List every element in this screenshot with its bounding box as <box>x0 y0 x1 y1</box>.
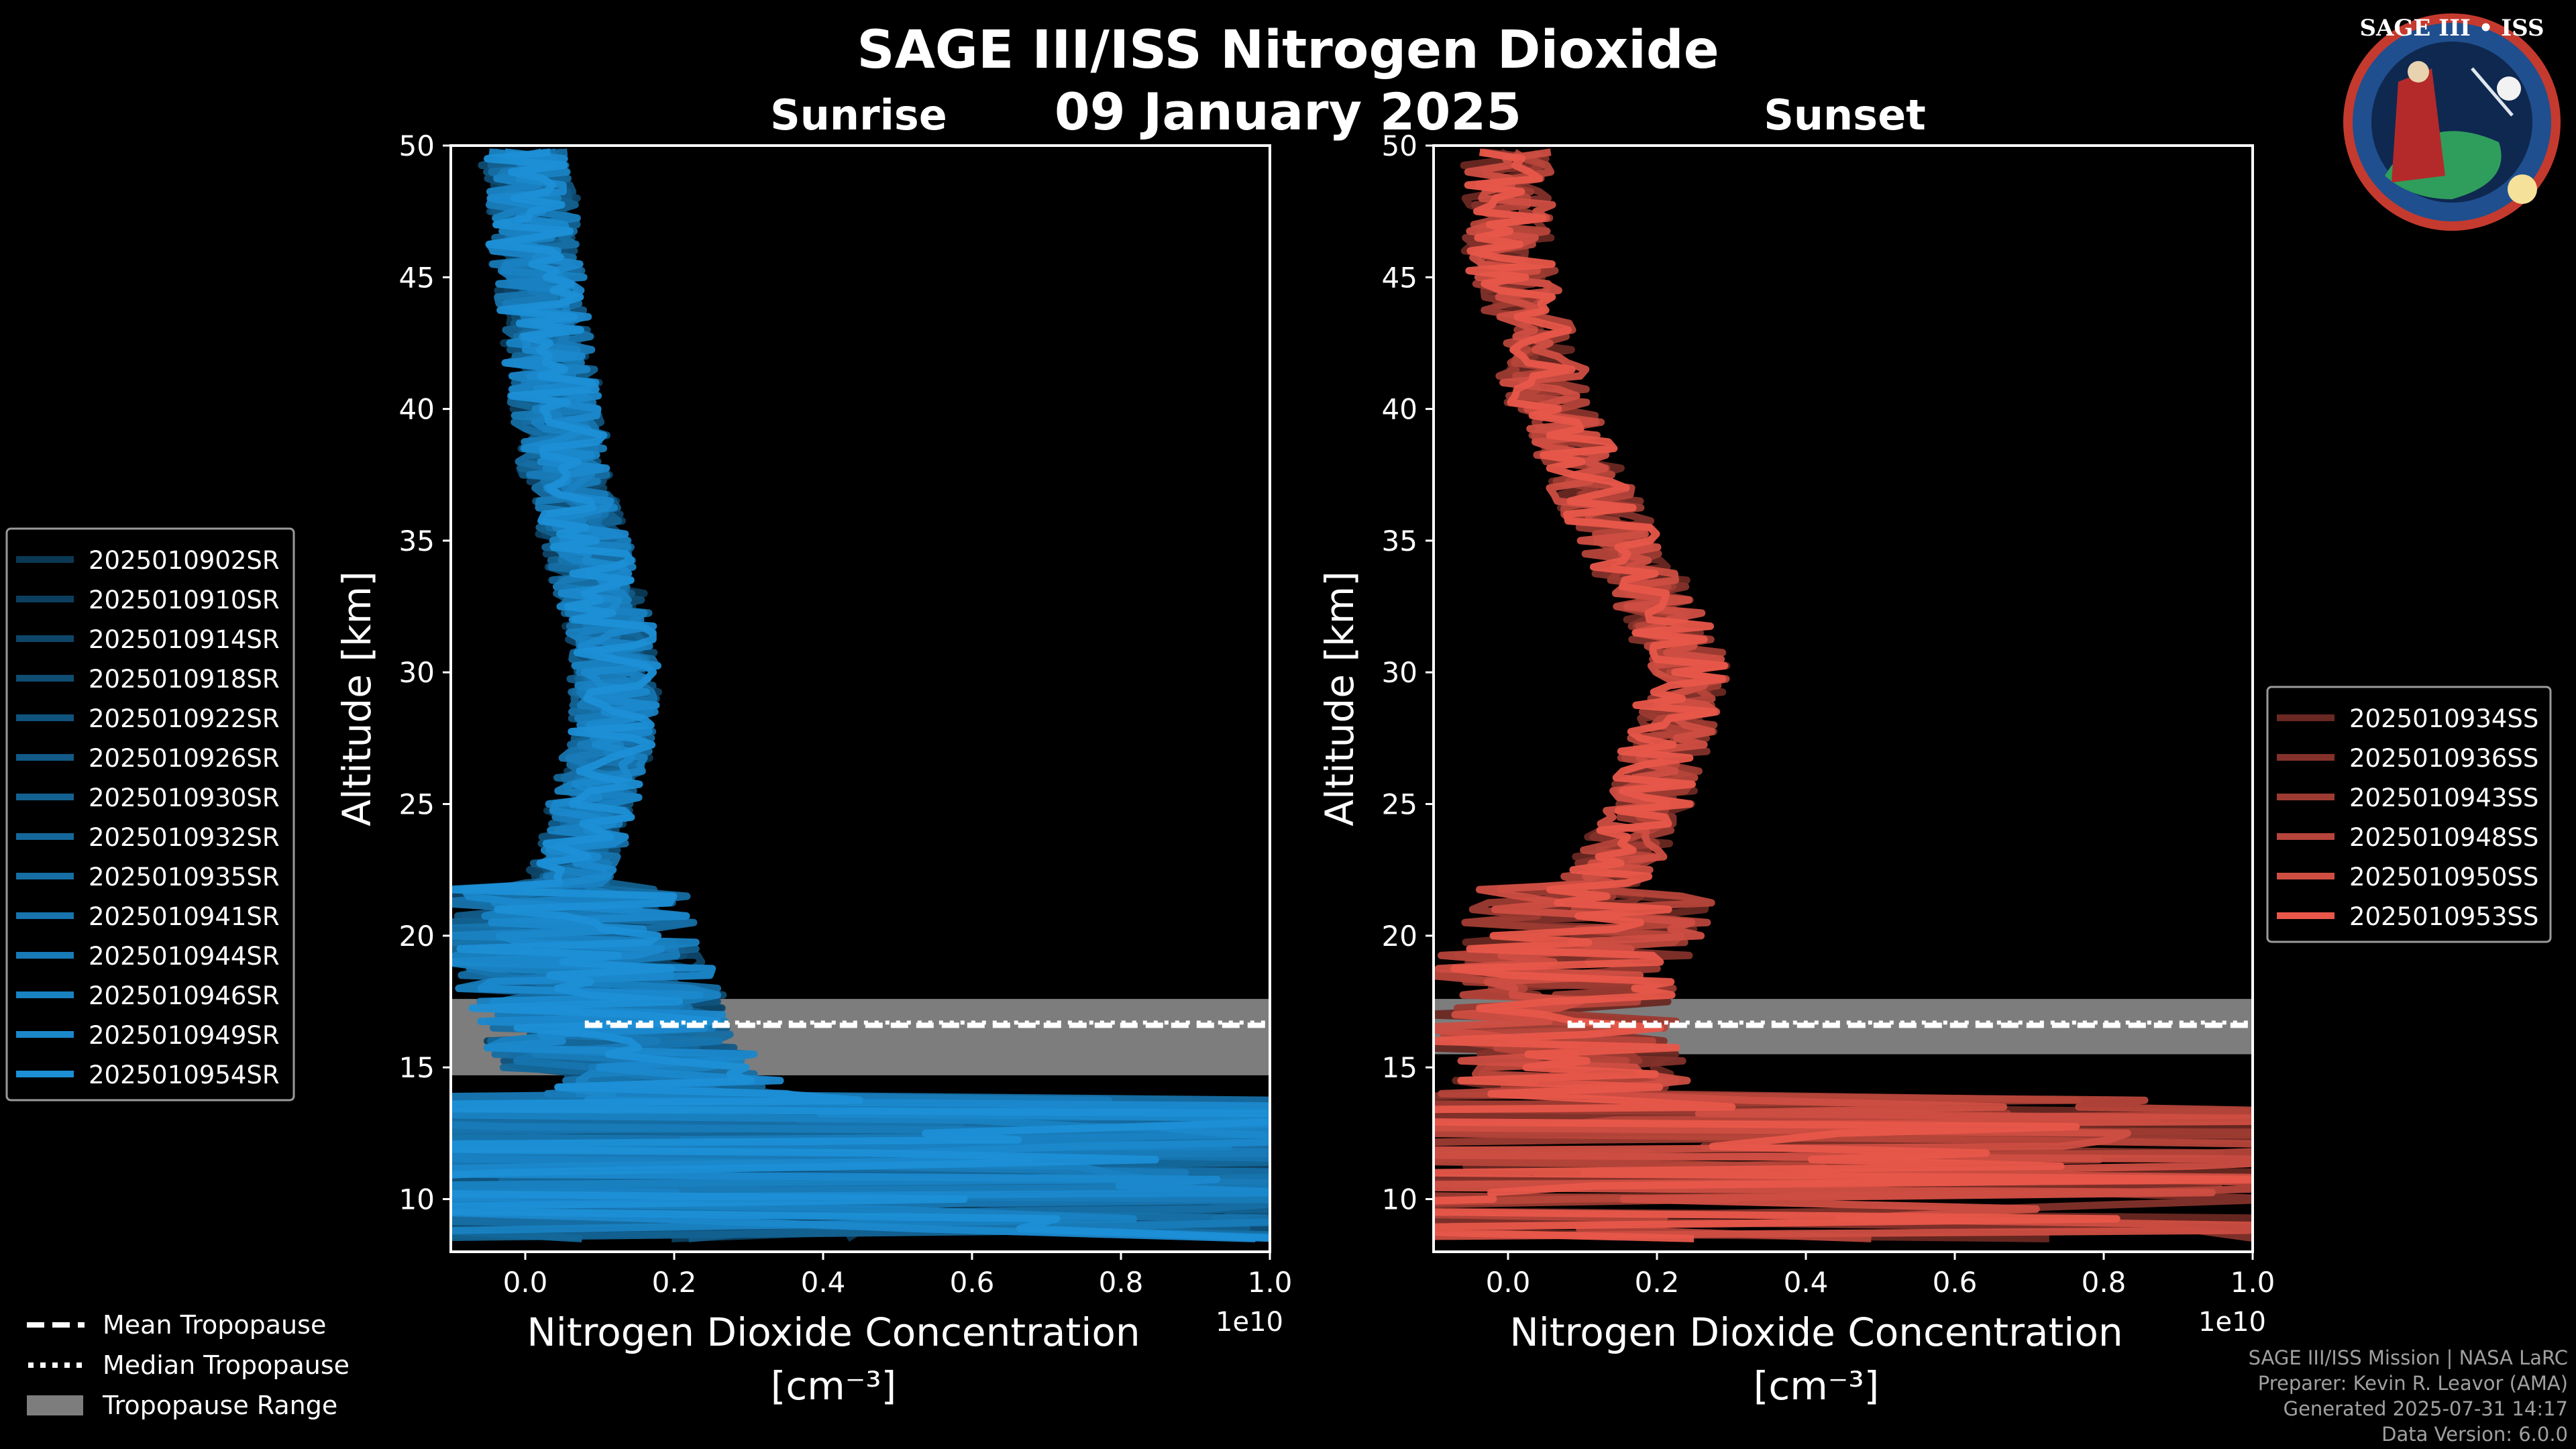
sunrise-series-2025010910SR <box>451 148 1270 1242</box>
sunset-xtick-label-4: 0.8 <box>2082 1266 2127 1299</box>
sunset-xunit: [cm⁻³] <box>1754 1363 1880 1409</box>
footer-line-preparer: Preparer: Kevin R. Leavor (AMA) <box>2257 1372 2568 1395</box>
sunrise-legend-label-2025010935SR: 2025010935SR <box>89 863 280 892</box>
sunrise-x-multiplier: 1e10 <box>1216 1307 1283 1338</box>
sunset-ytick-label-5: 35 <box>1382 525 1417 557</box>
tropopause-range-swatch <box>27 1395 83 1415</box>
sunrise-panel-title: Sunrise <box>770 91 947 140</box>
sunset-legend-label-2025010950SS: 2025010950SS <box>2349 863 2538 892</box>
sunset-series-2025010934SS <box>1434 148 2253 1242</box>
sunrise-series-2025010954SR <box>451 148 1270 1242</box>
sunrise-legend-label-2025010954SR: 2025010954SR <box>89 1061 280 1089</box>
sunset-ytick-label-0: 10 <box>1382 1183 1417 1216</box>
footer-line-version: Data Version: 6.0.0 <box>2381 1423 2568 1446</box>
sunrise-legend-label-2025010910SR: 2025010910SR <box>89 586 280 614</box>
sunrise-ytick-label-0: 10 <box>399 1183 435 1216</box>
sunrise-legend-label-2025010949SR: 2025010949SR <box>89 1021 280 1050</box>
sunset-ytick-label-3: 25 <box>1382 788 1417 821</box>
sunset-xtick-label-3: 0.6 <box>1933 1266 1978 1299</box>
sunset-ylabel: Altitude [km] <box>1317 571 1362 826</box>
figure-date: 09 January 2025 <box>1054 82 1522 142</box>
sunrise-series-2025010949SR <box>451 148 1270 1242</box>
logo-text: SAGE III • ISS <box>2359 15 2544 42</box>
sunrise-legend-label-2025010946SR: 2025010946SR <box>89 981 280 1010</box>
sunrise-profiles <box>451 148 1270 1242</box>
sunset-xtick-label-0: 0.0 <box>1486 1266 1531 1299</box>
sunrise-ytick-label-1: 15 <box>399 1051 435 1084</box>
sunset-xtick-label-1: 0.2 <box>1635 1266 1680 1299</box>
sunrise-xlabel: Nitrogen Dioxide Concentration <box>527 1309 1140 1355</box>
sunset-profiles <box>1434 148 2253 1242</box>
footer-line-mission: SAGE III/ISS Mission | NASA LaRC <box>2248 1346 2568 1369</box>
sage-iii-iss-logo <box>2343 13 2561 231</box>
sunset-legend-label-2025010934SS: 2025010934SS <box>2349 704 2538 733</box>
median-tropopause-label: Median Tropopause <box>103 1350 350 1380</box>
sunset-ytick-label-1: 15 <box>1382 1051 1417 1084</box>
sunset-xlabel: Nitrogen Dioxide Concentration <box>1509 1309 2123 1355</box>
sunrise-xtick-label-2: 0.4 <box>801 1266 846 1299</box>
sunrise-ytick-label-7: 45 <box>399 261 435 294</box>
sunrise-legend-label-2025010914SR: 2025010914SR <box>89 625 280 654</box>
sunset-legend-label-2025010943SS: 2025010943SS <box>2349 784 2538 812</box>
sunset-ytick-label-2: 20 <box>1382 920 1417 953</box>
sunrise-legend-label-2025010902SR: 2025010902SR <box>89 546 280 575</box>
sunset-panel-title: Sunset <box>1764 91 1926 140</box>
sunset-ytick-label-8: 50 <box>1382 129 1417 162</box>
sunset-legend: 2025010934SS 2025010936SS 2025010943SS 2025… <box>2266 686 2552 943</box>
sunrise-xtick-label-5: 1.0 <box>1248 1266 1293 1299</box>
sunset-x-multiplier: 1e10 <box>2198 1307 2266 1338</box>
sunrise-ytick-label-4: 30 <box>399 656 435 689</box>
sunset-plot-frame <box>1432 144 2254 1253</box>
sunrise-xunit: [cm⁻³] <box>771 1363 897 1409</box>
footer-credits: SAGE III/ISS Mission | NASA LaRC Prepare… <box>2249 1345 2568 1447</box>
sunset-ytick-label-4: 30 <box>1382 656 1417 689</box>
sunrise-ytick-label-2: 20 <box>399 920 435 953</box>
sunrise-ytick-label-8: 50 <box>399 129 435 162</box>
sunrise-ytick-label-6: 40 <box>399 393 435 426</box>
sunrise-ytick-label-5: 35 <box>399 525 435 557</box>
sunrise-legend-label-2025010930SR: 2025010930SR <box>89 784 280 812</box>
sunset-legend-label-2025010953SS: 2025010953SS <box>2349 902 2538 931</box>
sunrise-xtick-label-0: 0.0 <box>503 1266 548 1299</box>
sunset-legend-label-2025010936SS: 2025010936SS <box>2349 744 2538 773</box>
mean-tropopause-label: Mean Tropopause <box>103 1310 327 1340</box>
figure-title: SAGE III/ISS Nitrogen Dioxide <box>857 20 1719 80</box>
sunset-ytick-label-6: 40 <box>1382 393 1417 426</box>
sunrise-xtick-label-1: 0.2 <box>652 1266 697 1299</box>
sunset-xtick-label-2: 0.4 <box>1784 1266 1829 1299</box>
sunset-series-2025010936SS <box>1434 148 2253 1242</box>
sunrise-xtick-label-3: 0.6 <box>950 1266 995 1299</box>
sunrise-series-2025010918SR <box>451 148 1270 1230</box>
sunrise-legend-label-2025010944SR: 2025010944SR <box>89 942 280 971</box>
sunset-ytick-label-7: 45 <box>1382 261 1417 294</box>
sunset-series-2025010950SS <box>1434 148 2253 1240</box>
footer-line-generated: Generated 2025-07-31 14:17 <box>2283 1397 2568 1420</box>
mean-tropopause-line-sample <box>27 1322 85 1328</box>
tropopause-legend: Mean Tropopause Median Tropopause Tropop… <box>19 1305 394 1432</box>
sunrise-legend: 2025010902SR 2025010910SR 2025010914SR 2025… <box>5 527 295 1102</box>
sunset-legend-label-2025010948SS: 2025010948SS <box>2349 823 2538 852</box>
sunrise-xtick-label-4: 0.8 <box>1099 1266 1144 1299</box>
sunrise-legend-box <box>5 527 295 1102</box>
sunrise-series-2025010944SR <box>451 148 1270 1241</box>
sunrise-legend-label-2025010932SR: 2025010932SR <box>89 823 280 852</box>
sunset-xtick-label-5: 1.0 <box>2231 1266 2275 1299</box>
median-tropopause-line-sample <box>28 1362 85 1368</box>
sunrise-ytick-label-3: 25 <box>399 788 435 821</box>
sunrise-ylabel: Altitude [km] <box>334 571 380 826</box>
sunrise-legend-label-2025010918SR: 2025010918SR <box>89 665 280 694</box>
tropopause-range-label: Tropopause Range <box>103 1391 338 1420</box>
sunrise-legend-label-2025010941SR: 2025010941SR <box>89 902 280 931</box>
sunrise-legend-label-2025010922SR: 2025010922SR <box>89 704 280 733</box>
sunset-legend-box <box>2266 686 2552 943</box>
sunrise-legend-label-2025010926SR: 2025010926SR <box>89 744 280 773</box>
sunset-series-2025010953SS <box>1434 148 2253 1242</box>
sunrise-series-2025010932SR <box>451 150 1270 1242</box>
sunrise-plot-frame <box>449 144 1271 1253</box>
